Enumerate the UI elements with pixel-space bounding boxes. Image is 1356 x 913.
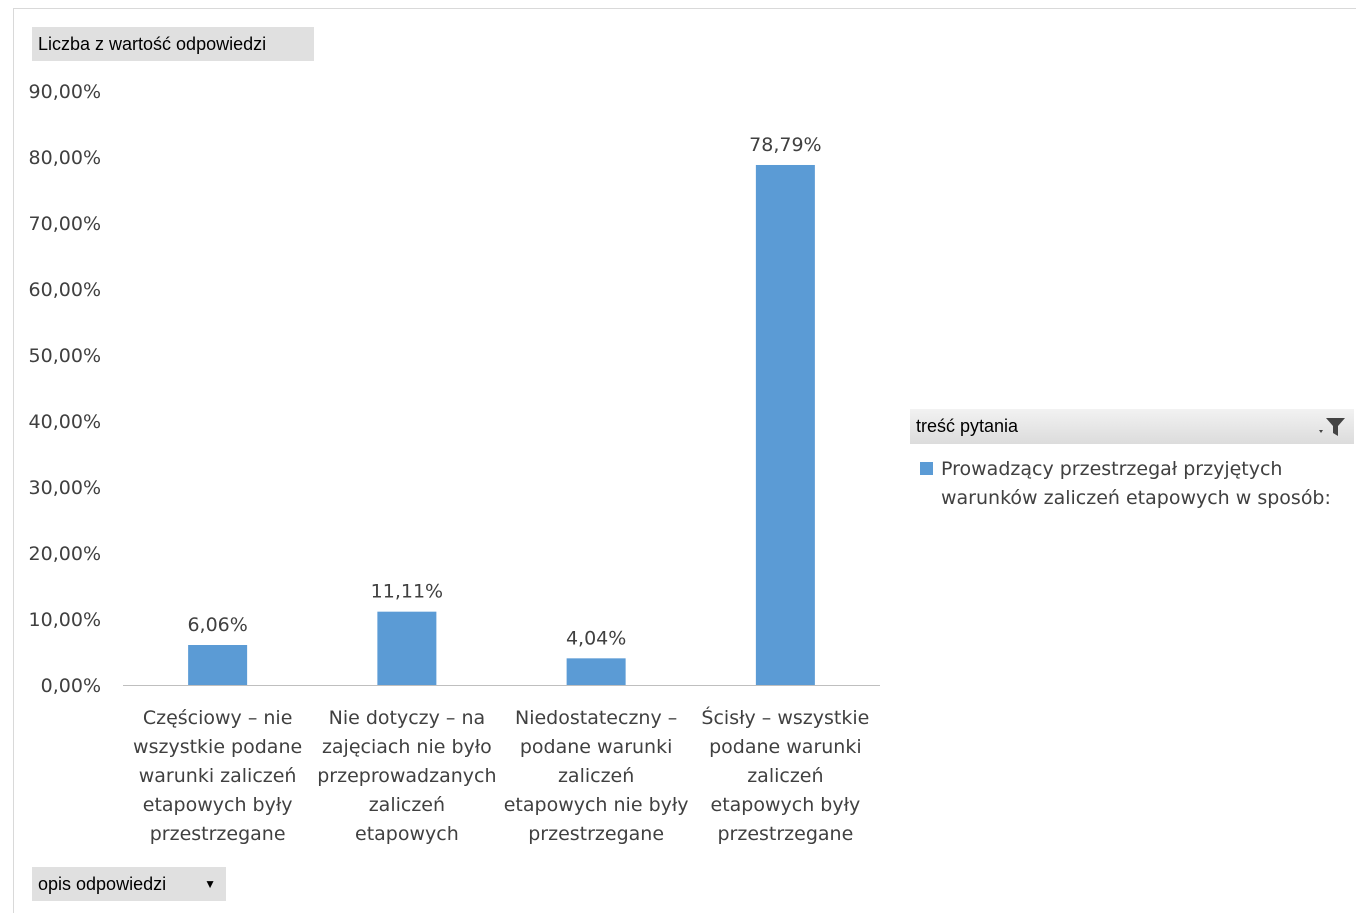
data-label: 78,79% (749, 134, 821, 156)
bar (377, 611, 437, 685)
axis-field-label: opis odpowiedzi (38, 874, 167, 894)
bar (755, 164, 815, 686)
axis-field-button[interactable]: opis odpowiedzi ▼ (32, 867, 226, 901)
data-label: 11,11% (371, 581, 443, 603)
x-tick-label: Niedostateczny – podane warunki zaliczeń et… (504, 707, 689, 845)
legend-field-button[interactable]: treść pytania (910, 409, 1354, 444)
y-tick-label: 70,00% (29, 213, 101, 235)
y-tick-label: 90,00% (29, 81, 101, 103)
y-tick-label: 40,00% (29, 411, 101, 433)
bar (188, 645, 248, 685)
filter-icon[interactable] (1318, 417, 1346, 437)
bar (566, 658, 626, 685)
x-tick-label: Częściowy – nie wszystkie podane warunki z… (133, 707, 302, 845)
y-tick-label: 30,00% (29, 477, 101, 499)
values-field-button[interactable]: Liczba z wartość odpowiedzi (32, 27, 314, 61)
legend-series-label: Prowadzący przestrzegał przyjętych warun… (941, 458, 1331, 509)
y-tick-label: 10,00% (29, 609, 101, 631)
y-tick-label: 60,00% (29, 279, 101, 301)
y-tick-label: 80,00% (29, 147, 101, 169)
data-label: 6,06% (187, 614, 247, 636)
legend-swatch (920, 462, 933, 475)
y-tick-label: 0,00% (41, 675, 101, 697)
legend-entry: Prowadzący przestrzegał przyjętych warun… (920, 455, 1350, 513)
y-tick-label: 20,00% (29, 543, 101, 565)
bar-chart: 0,00% 10,00% 20,00% 30,00% 40,00% 50,00% 60,00… (29, 81, 880, 845)
legend-field-label: treść pytania (916, 416, 1019, 436)
x-tick-label: Ścisły – wszystkie podane warunki zaliczeń… (701, 705, 869, 845)
chart-area (13, 8, 1356, 913)
x-tick-label: Nie dotyczy – na zajęciach nie było przepr… (317, 707, 496, 845)
y-tick-label: 50,00% (29, 345, 101, 367)
data-label: 4,04% (566, 627, 626, 649)
chevron-down-icon[interactable]: ▼ (204, 877, 216, 891)
